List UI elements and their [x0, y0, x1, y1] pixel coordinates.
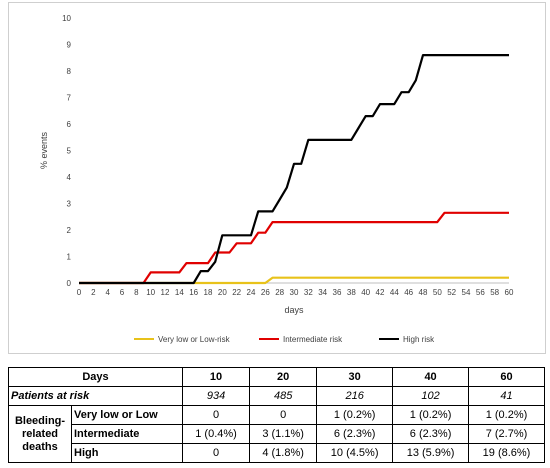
- at-risk-label: Patients at risk: [8, 386, 183, 406]
- x-tick-label: 18: [204, 288, 213, 297]
- day-col-header: 30: [316, 367, 394, 387]
- x-tick-label: 32: [304, 288, 313, 297]
- x-tick-label: 2: [91, 288, 96, 297]
- x-tick-label: 14: [175, 288, 184, 297]
- x-tick-label: 22: [232, 288, 241, 297]
- x-tick-label: 42: [376, 288, 385, 297]
- row-label: Very low or Low: [71, 405, 183, 425]
- x-tick-label: 56: [476, 288, 485, 297]
- y-tick-label: 2: [67, 226, 72, 235]
- day-col-header: 20: [249, 367, 318, 387]
- x-tick-label: 54: [462, 288, 471, 297]
- x-tick-label: 34: [318, 288, 327, 297]
- y-tick-label: 3: [67, 200, 72, 209]
- x-tick-label: 10: [146, 288, 155, 297]
- x-tick-label: 0: [77, 288, 82, 297]
- day-col-header: 10: [181, 367, 251, 387]
- at-risk-cell: 41: [468, 386, 545, 406]
- y-tick-label: 8: [67, 67, 72, 76]
- table-row-high: High 0 4 (1.8%) 10 (4.5%) 13 (5.9%) 19 (…: [9, 443, 545, 463]
- table-cell: 19 (8.6%): [468, 443, 545, 463]
- table-row-at-risk: Patients at risk 934 485 216 102 41: [8, 386, 545, 406]
- chart-area: 0 1 2 3 4 5 6 7 8 9 10 0 2 4 6 8 10 12 14 16 18 20 22 24 26 28 30 3…: [8, 2, 546, 354]
- y-tick-label: 5: [67, 147, 72, 156]
- series-line-2: [79, 54, 509, 285]
- x-tick-label: 58: [490, 288, 499, 297]
- x-tick-label: 48: [419, 288, 428, 297]
- table-row-days: Days 10 20 30 40 60: [8, 367, 545, 387]
- legend-label-1: Intermediate risk: [283, 335, 343, 344]
- series-line-1: [79, 211, 509, 285]
- y-tick-label: 10: [62, 14, 71, 23]
- x-tick-label: 46: [404, 288, 413, 297]
- table-cell: 6 (2.3%): [316, 424, 394, 444]
- table-row-very-low: Bleeding-related deaths Very low or Low …: [8, 405, 545, 463]
- at-risk-cell: 102: [392, 386, 470, 406]
- x-tick-label: 4: [105, 288, 110, 297]
- day-col-header: 40: [392, 367, 470, 387]
- table-cell: 4 (1.8%): [249, 443, 318, 463]
- table-row-intermediate: Intermediate 1 (0.4%) 3 (1.1%) 6 (2.3%) …: [9, 424, 545, 444]
- x-tick-label: 30: [290, 288, 299, 297]
- y-tick-label: 1: [67, 253, 72, 262]
- x-axis-title: days: [284, 305, 304, 315]
- x-tick-label: 40: [361, 288, 370, 297]
- x-tick-label: 50: [433, 288, 442, 297]
- x-tick-label: 52: [447, 288, 456, 297]
- y-axis-title: % events: [39, 131, 49, 169]
- x-tick-label: 60: [505, 288, 514, 297]
- legend-label-2: High risk: [403, 335, 435, 344]
- table-cell: 1 (0.2%): [468, 405, 545, 425]
- table-cell: 7 (2.7%): [468, 424, 545, 444]
- table-cell: 1 (0.2%): [316, 405, 394, 425]
- x-tick-label: 16: [189, 288, 198, 297]
- patients-at-risk-table: Days 10 20 30 40 60 Patients at risk 934…: [8, 367, 545, 463]
- y-tick-label: 6: [67, 120, 72, 129]
- table-cell: 6 (2.3%): [392, 424, 470, 444]
- y-tick-label: 9: [67, 41, 72, 50]
- y-tick-label: 7: [67, 94, 72, 103]
- at-risk-cell: 216: [316, 386, 394, 406]
- x-tick-label: 12: [161, 288, 170, 297]
- y-tick-label: 0: [67, 279, 72, 288]
- x-tick-label: 38: [347, 288, 356, 297]
- y-tick-label: 4: [67, 173, 72, 182]
- row-label: High: [71, 443, 183, 463]
- x-tick-label: 44: [390, 288, 399, 297]
- x-tick-label: 36: [333, 288, 342, 297]
- table-cell: 1 (0.2%): [392, 405, 470, 425]
- table-cell: 13 (5.9%): [392, 443, 470, 463]
- table-cell: 1 (0.4%): [181, 424, 251, 444]
- at-risk-cell: 934: [181, 386, 251, 406]
- x-tick-label: 24: [247, 288, 256, 297]
- day-col-header: 60: [468, 367, 545, 387]
- x-tick-label: 26: [261, 288, 270, 297]
- at-risk-cell: 485: [249, 386, 318, 406]
- x-tick-label: 6: [120, 288, 125, 297]
- bleeding-deaths-label: Bleeding-related deaths: [8, 405, 72, 463]
- table-cell: 0: [181, 443, 251, 463]
- table-cell: 0: [181, 405, 251, 425]
- days-header: Days: [8, 367, 183, 387]
- x-tick-label: 28: [275, 288, 284, 297]
- row-label: Intermediate: [71, 424, 183, 444]
- legend-label-0: Very low or Low-risk: [158, 335, 231, 344]
- x-tick-label: 8: [134, 288, 139, 297]
- table-cell: 0: [249, 405, 318, 425]
- table-cell: 3 (1.1%): [249, 424, 318, 444]
- table-cell: 10 (4.5%): [316, 443, 394, 463]
- x-tick-label: 20: [218, 288, 227, 297]
